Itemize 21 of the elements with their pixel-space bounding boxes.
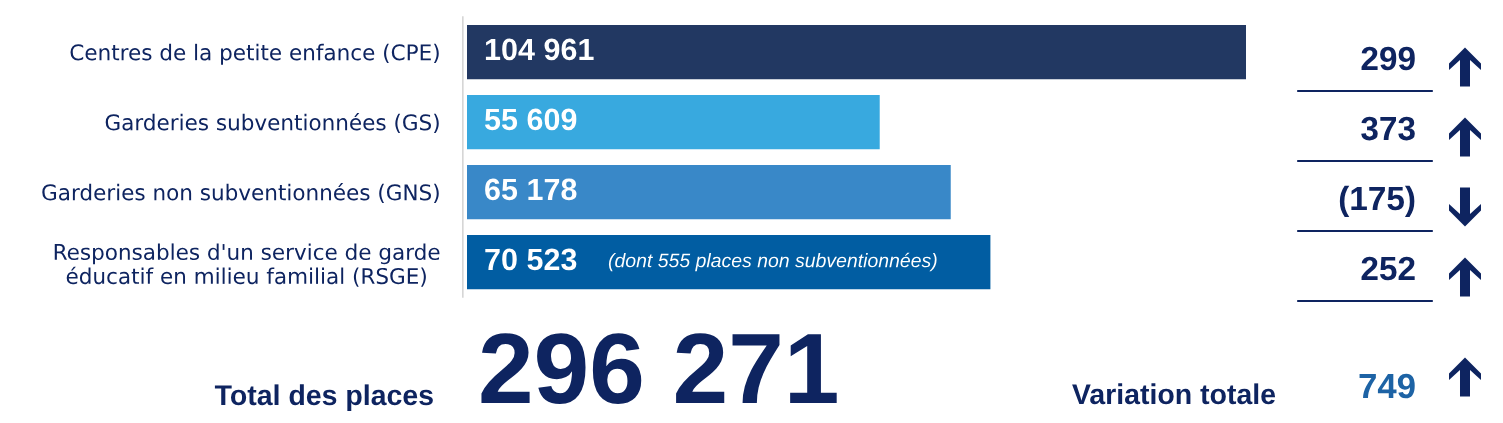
bar	[467, 234, 991, 290]
bar	[467, 94, 880, 150]
y-tick-label: Responsables d'un service de garde éducatif en milieu familial (RSGE)	[54, 243, 440, 287]
data-label: 65 178	[485, 178, 577, 201]
y-tick-label: Centres de la petite enfance (CPE)	[70, 43, 439, 65]
text: 749	[1359, 373, 1415, 399]
text: (175)	[1339, 185, 1415, 217]
y-tick-label: Garderies subventionnées (GS)	[105, 112, 439, 134]
bar	[467, 24, 1246, 80]
data-label: 70 523	[485, 248, 577, 271]
text: Total des places	[214, 384, 433, 411]
data-label: 55 609	[484, 108, 577, 131]
text: 373	[1361, 116, 1415, 141]
text: 299	[1361, 46, 1415, 71]
bar	[467, 164, 951, 220]
annotation: (dont 555 places non subventionnées)	[608, 252, 937, 272]
y-tick-label: Garderies non subventionnées (GNS)	[42, 182, 439, 204]
text: 252	[1361, 256, 1415, 281]
text: Variation totale	[1072, 383, 1276, 405]
data-label: 104 961	[485, 38, 594, 61]
text: 296 271	[481, 333, 837, 404]
